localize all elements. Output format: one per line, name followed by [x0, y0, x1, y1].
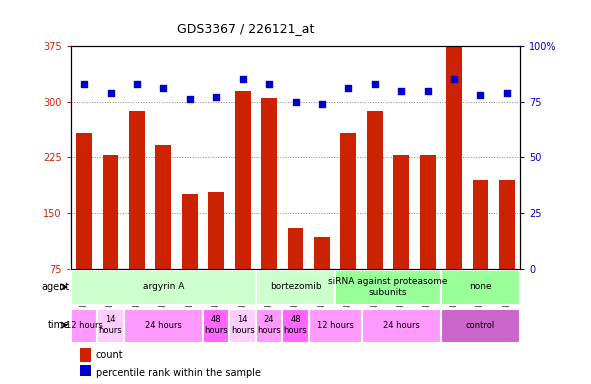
Bar	[261, 98, 277, 268]
Text: percentile rank within the sample: percentile rank within the sample	[96, 367, 261, 377]
Bar	[420, 155, 436, 268]
FancyBboxPatch shape	[441, 270, 520, 305]
FancyBboxPatch shape	[362, 309, 441, 343]
Point	[132, 81, 142, 87]
Point	[317, 101, 327, 107]
Point	[502, 90, 512, 96]
Text: 14
hours: 14 hours	[99, 315, 122, 335]
Point	[158, 85, 168, 91]
Bar	[80, 365, 91, 379]
FancyBboxPatch shape	[441, 309, 520, 343]
Bar	[367, 111, 383, 268]
Bar	[182, 194, 198, 268]
Text: siRNA against proteasome
subunits: siRNA against proteasome subunits	[328, 277, 448, 296]
FancyBboxPatch shape	[124, 309, 203, 343]
Point	[212, 94, 221, 100]
Point	[370, 81, 379, 87]
Point	[79, 81, 89, 87]
Point	[449, 76, 459, 83]
Point	[397, 88, 406, 94]
Bar	[208, 192, 224, 268]
Bar	[473, 180, 488, 268]
Text: time: time	[47, 320, 70, 330]
Point	[291, 99, 300, 105]
Bar	[314, 237, 330, 268]
Text: 24 hours: 24 hours	[383, 321, 420, 329]
Text: 48
hours: 48 hours	[284, 315, 307, 335]
Bar	[155, 145, 171, 268]
Bar	[340, 133, 356, 268]
FancyBboxPatch shape	[71, 270, 256, 305]
Text: 48
hours: 48 hours	[204, 315, 228, 335]
Text: 12 hours: 12 hours	[317, 321, 353, 329]
Bar	[76, 133, 92, 268]
Point	[185, 96, 194, 103]
Point	[106, 90, 115, 96]
Bar	[235, 91, 251, 268]
Bar	[129, 111, 145, 268]
FancyBboxPatch shape	[71, 309, 98, 343]
FancyBboxPatch shape	[203, 309, 229, 343]
FancyBboxPatch shape	[256, 270, 335, 305]
Text: GDS3367 / 226121_at: GDS3367 / 226121_at	[177, 22, 314, 35]
Text: bortezomib: bortezomib	[269, 282, 322, 291]
Bar	[80, 348, 91, 362]
Bar	[446, 46, 462, 268]
Text: control: control	[466, 321, 495, 329]
Text: 24
hours: 24 hours	[257, 315, 281, 335]
Text: none: none	[469, 282, 492, 291]
Bar	[288, 228, 303, 268]
Text: 14
hours: 14 hours	[230, 315, 255, 335]
Bar	[393, 155, 409, 268]
Point	[476, 92, 485, 98]
Text: 12 hours: 12 hours	[66, 321, 103, 329]
Point	[264, 81, 274, 87]
Text: agent: agent	[41, 282, 70, 292]
FancyBboxPatch shape	[256, 309, 282, 343]
Bar	[103, 155, 118, 268]
FancyBboxPatch shape	[335, 270, 441, 305]
FancyBboxPatch shape	[309, 309, 362, 343]
Point	[423, 88, 433, 94]
FancyBboxPatch shape	[282, 309, 309, 343]
Text: argyrin A: argyrin A	[142, 282, 184, 291]
Point	[238, 76, 248, 83]
Bar	[499, 180, 515, 268]
FancyBboxPatch shape	[98, 309, 124, 343]
Text: 24 hours: 24 hours	[145, 321, 182, 329]
Text: count: count	[96, 350, 124, 360]
FancyBboxPatch shape	[229, 309, 256, 343]
Point	[343, 85, 353, 91]
